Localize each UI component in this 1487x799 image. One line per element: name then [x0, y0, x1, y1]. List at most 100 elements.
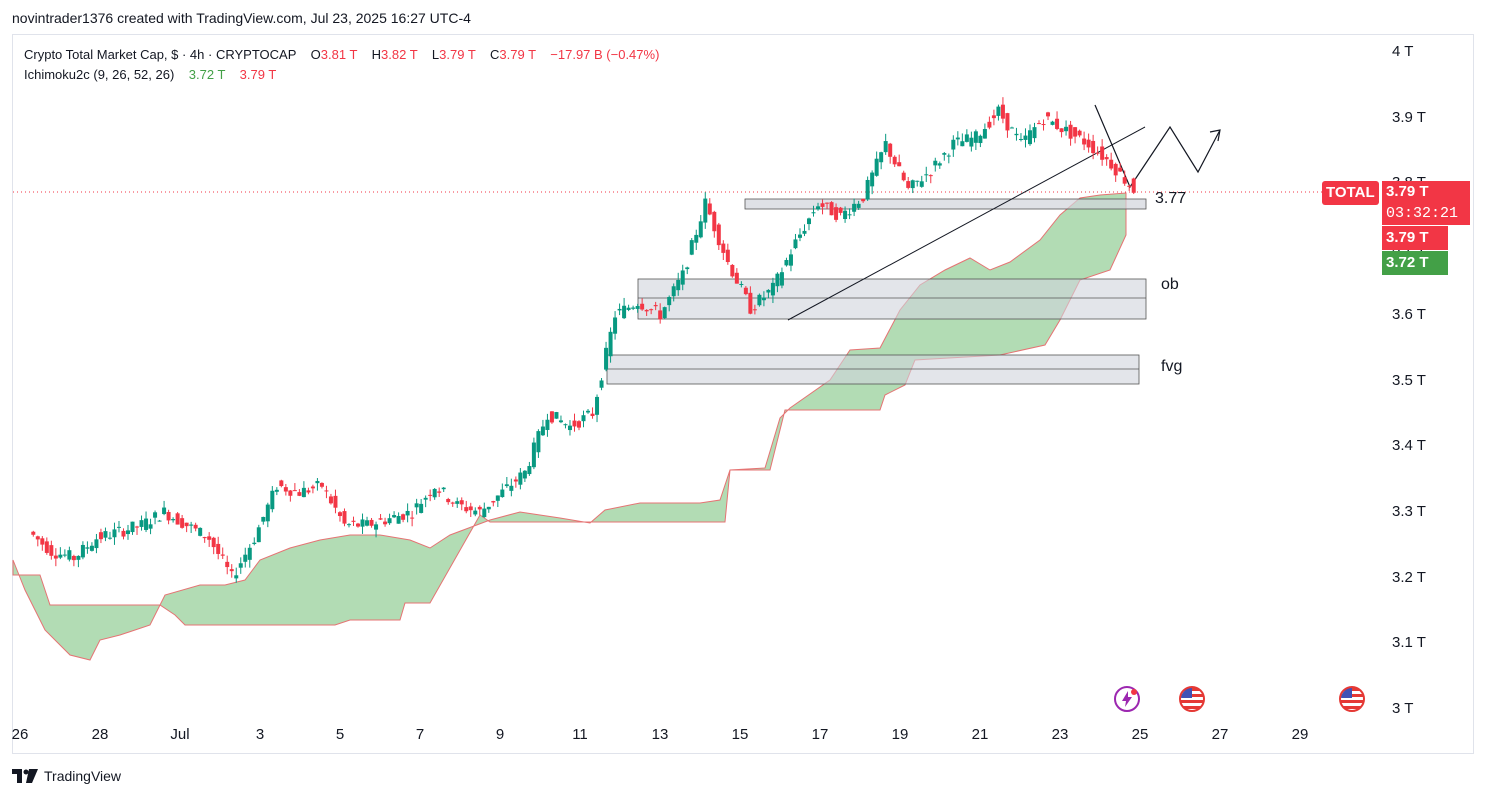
candle-body: [1059, 128, 1064, 133]
candle-body: [924, 174, 929, 176]
candle-body: [220, 554, 225, 556]
price-axis-label: 3.4 T: [1392, 437, 1426, 455]
candle-body: [112, 529, 117, 538]
legend-change: −17.97 B (−0.47%): [550, 47, 660, 62]
candle-body: [698, 221, 703, 238]
candle-body: [495, 495, 500, 501]
candle-body: [960, 141, 965, 147]
candle-body: [640, 303, 645, 310]
candle-body: [964, 134, 969, 142]
candle-body: [1095, 152, 1100, 154]
candle-body: [144, 518, 149, 530]
candle-body: [234, 575, 239, 579]
candle-body: [730, 264, 735, 277]
candle-body: [198, 527, 203, 536]
us-flag-event-icon[interactable]: [1179, 686, 1205, 712]
time-axis-label: 26: [11, 726, 29, 743]
candle-body: [847, 214, 852, 216]
candle-body: [861, 198, 866, 202]
candle-body: [67, 550, 72, 560]
candle-body: [775, 273, 780, 287]
candle-body: [1009, 127, 1014, 129]
chart-legend: Crypto Total Market Cap, $ · 4h · CRYPTO…: [24, 45, 659, 85]
candle-body: [365, 520, 370, 526]
candle-body: [991, 115, 996, 119]
candle-body: [432, 488, 437, 498]
candle-body: [98, 532, 103, 540]
candle-body: [531, 442, 536, 468]
candle-body: [360, 519, 365, 527]
legend-open-key: O: [310, 47, 321, 62]
symbol-tag: TOTAL: [1322, 181, 1379, 205]
time-axis-label: 19: [891, 726, 909, 743]
candle-body: [969, 137, 974, 147]
candle-body: [667, 296, 672, 306]
candle-body: [973, 131, 978, 143]
candle-body: [1109, 159, 1114, 169]
candle-body: [53, 555, 58, 559]
indicator-name[interactable]: Ichimoku2c (9, 26, 52, 26): [24, 67, 175, 82]
candle-body: [671, 286, 676, 297]
time-axis-label: 23: [1051, 726, 1069, 743]
candle-body: [1118, 167, 1123, 172]
candle-body: [518, 472, 523, 485]
time-axis-label: 28: [91, 726, 109, 743]
candle-body: [491, 501, 496, 503]
candle-body: [856, 203, 861, 208]
candle-body: [103, 531, 108, 538]
candle-body: [622, 305, 627, 319]
indicator-green-tag: 3.72 T: [1382, 251, 1448, 275]
candle-body: [126, 530, 131, 535]
candle-body: [486, 506, 491, 510]
candle-body: [955, 137, 960, 140]
candle-body: [319, 482, 324, 487]
price-axis-label: 3.9 T: [1392, 108, 1426, 126]
candle-body: [116, 526, 121, 528]
candle-body: [811, 212, 816, 214]
tradingview-logo[interactable]: TradingView: [12, 768, 121, 784]
candle-body: [459, 500, 464, 505]
flash-event-icon[interactable]: [1114, 686, 1140, 712]
brand-name: TradingView: [44, 768, 122, 784]
candle-body: [937, 163, 942, 166]
tradingview-logo-icon: [12, 769, 38, 783]
candle-body: [1000, 104, 1005, 119]
candles-group: [31, 97, 1136, 583]
candle-body: [1005, 113, 1010, 131]
candle-body: [1027, 130, 1032, 145]
candle-body: [157, 520, 162, 522]
candle-body: [184, 522, 189, 527]
legend-open: 3.81 T: [320, 47, 358, 62]
candle-body: [549, 411, 554, 423]
candle-body: [279, 480, 284, 487]
candle-body: [405, 510, 410, 516]
us-flag-event-icon[interactable]: [1339, 686, 1365, 712]
candle-body: [522, 470, 527, 479]
legend-high-key: H: [371, 47, 382, 62]
candle-body: [892, 156, 897, 165]
candle-body: [680, 270, 685, 285]
candle-body: [337, 512, 342, 517]
price-axis-label: 3.1 T: [1392, 634, 1426, 652]
candle-body: [410, 517, 415, 519]
indicator-value-1: 3.72 T: [188, 67, 226, 82]
candle-body: [734, 272, 739, 284]
time-axis-label: 5: [335, 726, 345, 743]
time-axis-label: 15: [731, 726, 749, 743]
candle-body: [58, 554, 63, 558]
candle-body: [225, 561, 230, 568]
candle-body: [270, 490, 275, 510]
candle-body: [468, 506, 473, 511]
candle-body: [1014, 133, 1019, 136]
candle-body: [558, 420, 563, 423]
candle-body: [324, 490, 329, 492]
candle-body: [378, 518, 383, 520]
candle-body: [297, 492, 302, 496]
candle-body: [207, 536, 212, 540]
candle-body: [193, 524, 198, 529]
candle-body: [211, 537, 216, 548]
candle-body: [951, 139, 956, 150]
candle-body: [576, 421, 581, 428]
candle-body: [915, 180, 920, 182]
